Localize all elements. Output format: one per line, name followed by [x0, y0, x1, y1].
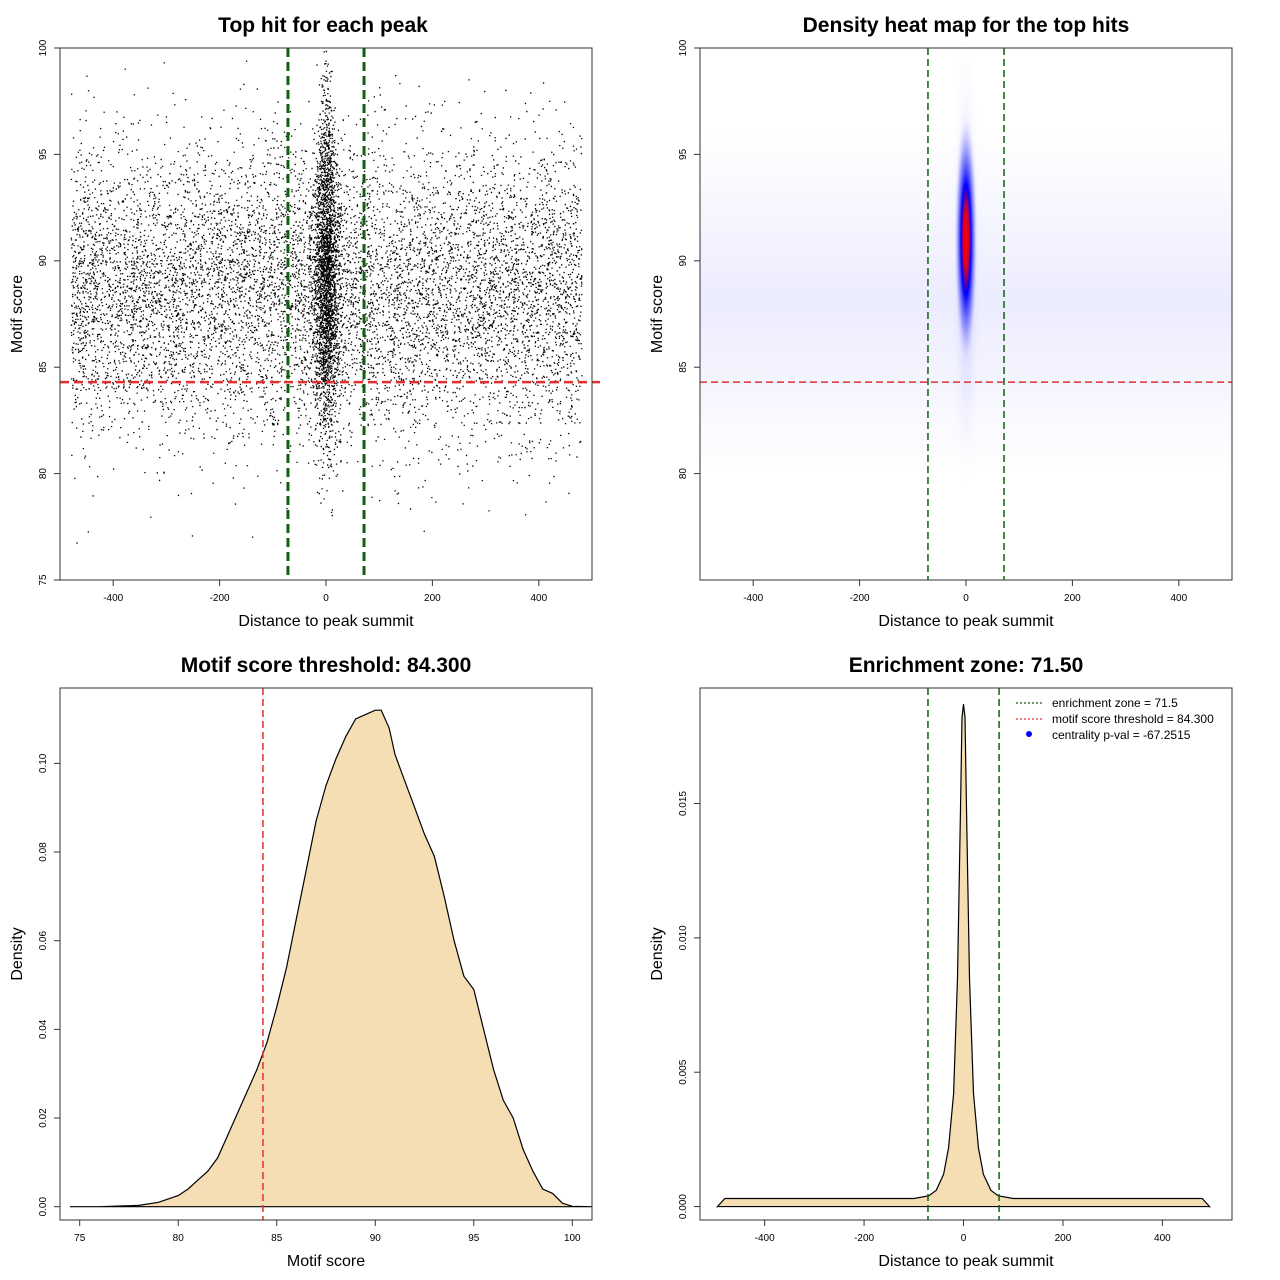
x-axis: 75 80 85 90 95 100: [74, 1220, 581, 1244]
x-tick-label: 100: [564, 1233, 581, 1244]
y-tick-label: 80: [38, 468, 49, 480]
x-tick-label: 400: [530, 593, 547, 604]
x-tick-label: 400: [1170, 593, 1187, 604]
x-tick-label: 90: [370, 1233, 382, 1244]
chart-title: Enrichment zone: 71.50: [849, 654, 1084, 677]
legend-label-zone: enrichment zone = 71.5: [1052, 696, 1178, 710]
x-tick-label: 0: [961, 1233, 967, 1244]
y-tick-label: 0.00: [38, 1197, 49, 1217]
y-tick-label: 0.015: [678, 791, 689, 816]
y-tick-label: 95: [38, 148, 49, 160]
y-axis-label: Density: [9, 927, 26, 980]
x-tick-label: -200: [854, 1233, 874, 1244]
density-area: [69, 709, 593, 1208]
density-area: [716, 704, 1211, 1209]
y-tick-label: 75: [38, 574, 49, 586]
plot-frame: [699, 687, 1233, 1221]
y-tick-label: 95: [678, 148, 689, 160]
x-axis-label: Distance to peak summit: [878, 613, 1054, 630]
panel-heatmap: Density heat map for the top hits -400 -2…: [649, 14, 1233, 630]
y-tick-label: 0.010: [678, 925, 689, 950]
heatmap-hotspot: [954, 109, 978, 370]
plot-frame: [59, 687, 593, 1221]
x-axis: -400 -200 0 200 400: [743, 580, 1188, 604]
chart-title: Motif score threshold: 84.300: [181, 654, 472, 677]
x-axis: -400 -200 0 200 400: [755, 1220, 1171, 1244]
y-tick-label: 0.04: [38, 1019, 49, 1039]
y-tick-label: 0.06: [38, 931, 49, 951]
y-tick-label: 0.08: [38, 842, 49, 862]
x-tick-label: -400: [755, 1233, 775, 1244]
x-tick-label: -200: [210, 593, 230, 604]
panel-distance-density: Enrichment zone: 71.50 -400 -200 0 200 400 0…: [649, 654, 1233, 1270]
legend-label-threshold: motif score threshold = 84.300: [1052, 712, 1214, 726]
y-axis-label: Motif score: [649, 275, 666, 353]
x-tick-label: 200: [1055, 1233, 1072, 1244]
y-tick-label: 90: [678, 255, 689, 267]
panel-scatter: Top hit for each peak -400 -200 0 200 400 75…: [9, 14, 600, 630]
x-tick-label: 400: [1154, 1233, 1171, 1244]
y-tick-label: 0.10: [38, 753, 49, 773]
y-tick-label: 0.000: [678, 1194, 689, 1219]
y-tick-label: 85: [678, 361, 689, 373]
x-tick-label: 95: [468, 1233, 480, 1244]
y-tick-label: 0.02: [38, 1108, 49, 1128]
x-tick-label: 0: [323, 593, 329, 604]
x-tick-label: -200: [850, 593, 870, 604]
x-axis-label: Distance to peak summit: [878, 1253, 1054, 1270]
legend: enrichment zone = 71.5 motif score thres…: [1016, 696, 1214, 742]
y-axis: 0.00 0.02 0.04 0.06 0.08 0.10: [38, 753, 60, 1216]
y-axis-label: Motif score: [9, 275, 26, 353]
y-axis: 0.000 0.005 0.010 0.015: [678, 791, 700, 1219]
x-axis-label: Motif score: [287, 1253, 365, 1270]
legend-swatch-pval: [1026, 731, 1032, 737]
x-tick-label: 80: [173, 1233, 185, 1244]
x-tick-label: 0: [963, 593, 969, 604]
y-tick-label: 85: [38, 361, 49, 373]
x-tick-label: 85: [271, 1233, 283, 1244]
chart-title: Top hit for each peak: [218, 14, 428, 37]
scatter-points: [70, 50, 583, 544]
x-tick-label: 200: [1064, 593, 1081, 604]
y-tick-label: 80: [678, 468, 689, 480]
y-tick-label: 0.005: [678, 1059, 689, 1084]
y-tick-label: 100: [678, 39, 689, 56]
y-tick-label: 90: [38, 255, 49, 267]
y-axis: 75 80 85 90 95 100: [38, 39, 60, 586]
x-tick-label: 75: [74, 1233, 86, 1244]
scatter-point-cloud: [70, 50, 583, 544]
y-axis: 80 85 90 95 100: [678, 39, 700, 479]
legend-label-pval: centrality p-val = -67.2515: [1052, 728, 1191, 742]
y-tick-label: 100: [38, 39, 49, 56]
x-tick-label: -400: [743, 593, 763, 604]
x-axis: -400 -200 0 200 400: [103, 580, 548, 604]
heatmap-density: [700, 20, 1232, 501]
x-axis-label: Distance to peak summit: [238, 613, 414, 630]
panel-score-density: Motif score threshold: 84.300 75 80 85 90 95…: [9, 654, 593, 1270]
x-tick-label: 200: [424, 593, 441, 604]
y-axis-label: Density: [649, 927, 666, 980]
x-tick-label: -400: [103, 593, 123, 604]
